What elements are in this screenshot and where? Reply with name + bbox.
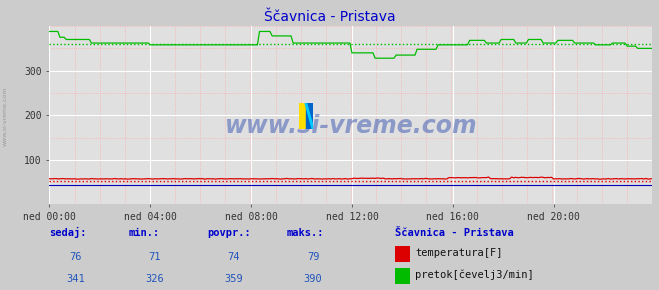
Text: 76: 76 xyxy=(70,251,82,262)
Text: maks.:: maks.: xyxy=(287,228,324,238)
Text: 74: 74 xyxy=(228,251,240,262)
Text: www.si-vreme.com: www.si-vreme.com xyxy=(225,114,477,138)
Bar xyxy=(299,103,306,129)
Text: 79: 79 xyxy=(307,251,319,262)
Text: Ščavnica - Pristava: Ščavnica - Pristava xyxy=(395,228,514,238)
Text: 326: 326 xyxy=(146,274,164,284)
Text: min.:: min.: xyxy=(129,228,159,238)
Text: 390: 390 xyxy=(304,274,322,284)
Text: 359: 359 xyxy=(225,274,243,284)
Text: Ščavnica - Pristava: Ščavnica - Pristava xyxy=(264,10,395,24)
Text: sedaj:: sedaj: xyxy=(49,227,87,238)
Text: 341: 341 xyxy=(67,274,85,284)
Text: pretok[čevelj3/min]: pretok[čevelj3/min] xyxy=(415,270,534,280)
Text: povpr.:: povpr.: xyxy=(208,228,251,238)
Text: 71: 71 xyxy=(149,251,161,262)
Bar xyxy=(306,103,313,129)
Text: www.si-vreme.com: www.si-vreme.com xyxy=(3,86,8,146)
Text: temperatura[F]: temperatura[F] xyxy=(415,248,503,258)
